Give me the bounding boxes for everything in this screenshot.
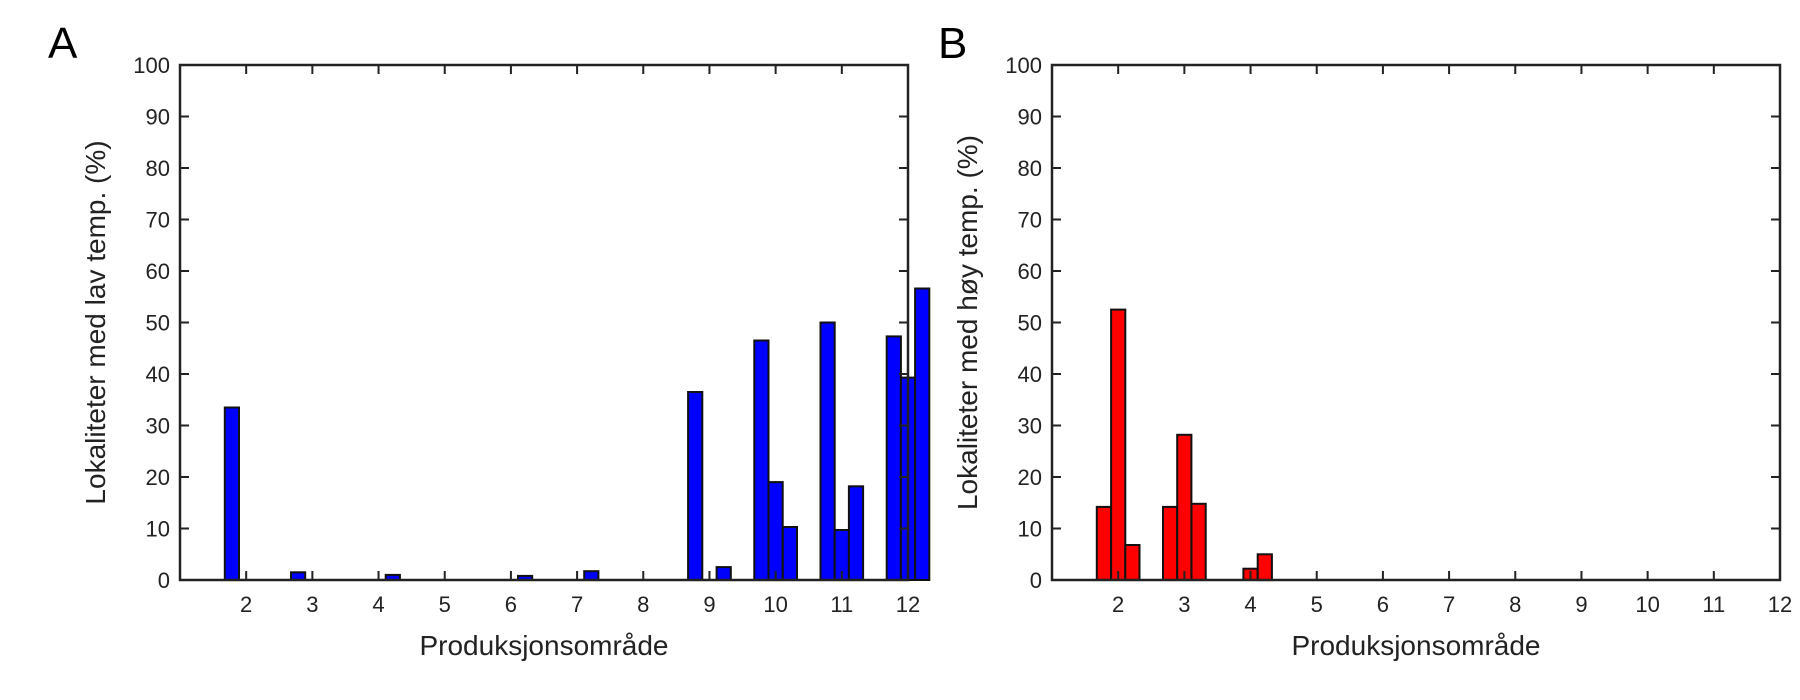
x-tick-label: 5 (1311, 592, 1323, 617)
y-axis-label: Lokaliteter med lav temp. (%) (80, 140, 111, 504)
x-tick-label: 3 (1178, 592, 1190, 617)
x-tick-label: 12 (1768, 592, 1792, 617)
plot-area (1050, 63, 1782, 582)
bar-10-series-1 (753, 339, 770, 581)
y-tick-label: 50 (1018, 311, 1042, 336)
x-axis-label: Produksjonsområde (419, 630, 668, 661)
x-tick-label: 2 (240, 592, 252, 617)
y-tick-label: 90 (1018, 105, 1042, 130)
x-tick-label: 3 (306, 592, 318, 617)
y-tick-label: 50 (146, 311, 170, 336)
bar-4-series-3 (1256, 553, 1273, 582)
y-tick-label: 20 (1018, 465, 1042, 490)
bar-10-series-2 (767, 481, 784, 582)
bar-9-series-1 (687, 391, 704, 581)
panel-letter: B (938, 19, 967, 68)
x-tick-label: 6 (505, 592, 517, 617)
x-tick-label: 12 (896, 592, 920, 617)
x-tick-label: 4 (1244, 592, 1256, 617)
bar-11-series-3 (847, 485, 865, 581)
y-axis-label: Lokaliteter med høy temp. (%) (952, 135, 983, 510)
bar-11-series-1 (819, 321, 836, 581)
x-tick-label: 6 (1377, 592, 1389, 617)
y-tick-label: 80 (146, 156, 170, 181)
x-tick-label: 8 (1509, 592, 1521, 617)
plot-area (178, 63, 910, 582)
panel-b: B 0 10 20 30 40 50 60 70 80 90 100 2 3 4 5 6 7 8 9 10 11 12 Pro… (938, 19, 1792, 661)
x-tick-label: 5 (439, 592, 451, 617)
panel-a: A 0 10 20 30 40 50 60 70 80 90 100 2 3 4 5 6 7 8 9 10 11 12 Pro… (48, 19, 931, 661)
bar-10-series-3 (781, 526, 798, 581)
panel-letter: A (48, 19, 78, 68)
bar-3-series-1 (1162, 505, 1179, 581)
y-tick-label: 40 (146, 362, 170, 387)
bar-7-series-3 (583, 570, 600, 582)
x-tick-label: 4 (372, 592, 384, 617)
y-tick-label: 70 (146, 208, 170, 233)
y-tick-label: 90 (146, 105, 170, 130)
y-tick-label: 60 (146, 259, 170, 284)
y-tick-label: 20 (146, 465, 170, 490)
x-tick-label: 9 (1575, 592, 1587, 617)
bar-2-series-2 (1110, 308, 1127, 581)
y-tick-label: 30 (146, 414, 170, 439)
y-tick-label: 40 (1018, 362, 1042, 387)
bar-12-series-1 (885, 335, 902, 581)
x-tick-label: 11 (1702, 592, 1725, 617)
y-tick-label: 0 (158, 568, 170, 593)
y-tick-label: 100 (1005, 53, 1042, 78)
bar-3-series-3 (1190, 502, 1207, 581)
y-tick-label: 10 (146, 517, 170, 542)
bar-2-series-1 (223, 406, 241, 581)
bar-9-series-3 (715, 566, 732, 581)
x-tick-label: 8 (637, 592, 649, 617)
y-tick-label: 100 (133, 53, 170, 78)
bar-12-series-3 (914, 287, 931, 581)
x-tick-label: 10 (1635, 592, 1659, 617)
x-tick-label: 7 (571, 592, 583, 617)
x-tick-label: 2 (1112, 592, 1124, 617)
x-tick-label: 7 (1443, 592, 1455, 617)
y-tick-label: 80 (1018, 156, 1042, 181)
x-tick-label: 11 (830, 592, 853, 617)
x-tick-label: 9 (703, 592, 715, 617)
bar-2-series-3 (1124, 544, 1141, 581)
y-tick-label: 60 (1018, 259, 1042, 284)
bar-2-series-1 (1095, 505, 1113, 581)
y-tick-label: 70 (1018, 208, 1042, 233)
y-tick-label: 0 (1030, 568, 1042, 593)
y-tick-label: 10 (1018, 517, 1042, 542)
x-tick-label: 10 (763, 592, 787, 617)
bar-3-series-2 (1176, 433, 1193, 581)
x-axis-label: Produksjonsområde (1291, 630, 1540, 661)
y-tick-label: 30 (1018, 414, 1042, 439)
